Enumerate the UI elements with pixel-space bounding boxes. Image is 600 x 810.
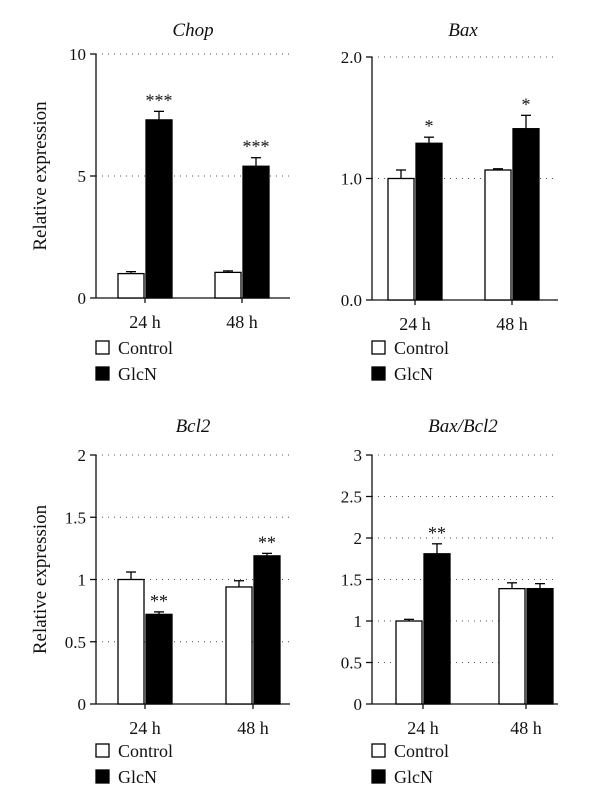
significance-marker: *** — [243, 137, 270, 157]
legend-swatch-control — [95, 743, 110, 758]
legend-swatch-glcn — [95, 769, 110, 784]
x-tick-label: 48 h — [496, 314, 528, 334]
x-tick-label: 24 h — [129, 312, 161, 332]
y-tick-label: 2.0 — [341, 48, 362, 67]
bar-glcn — [423, 553, 451, 705]
chart-title: Bax/Bcl2 — [428, 416, 498, 437]
y-tick-label: 10 — [69, 45, 86, 64]
chart-title: Bax — [448, 20, 478, 41]
y-axis-label: Relative expression — [30, 504, 51, 654]
y-tick-label: 0.5 — [65, 633, 86, 652]
y-tick-label: 1.5 — [65, 508, 86, 527]
chart-panel-1: Bax 0.0 1.0 2.0 * 24 h * 48 h Control GlcN — [341, 20, 558, 384]
legend-label: Control — [394, 338, 449, 358]
x-tick-label: 48 h — [510, 718, 542, 738]
chart-panel-0: Chop Relative expression 0 5 10 *** 24 h *** 48 … — [30, 20, 290, 384]
y-axis-label: Relative expression — [30, 101, 51, 251]
bar-glcn — [242, 165, 270, 299]
y-tick-label: 1 — [354, 612, 363, 631]
y-tick-label: 1.0 — [341, 170, 362, 189]
y-tick-label: 1 — [78, 571, 87, 590]
y-tick-label: 2 — [354, 529, 363, 548]
bar-glcn — [512, 128, 540, 301]
y-tick-label: 2 — [78, 446, 87, 465]
chart-panel-2: Bcl2 Relative expression 0 0.5 1 1.5 2 ** 24 h **… — [30, 416, 290, 787]
bar-control — [498, 587, 526, 705]
significance-marker: * — [425, 116, 434, 136]
y-tick-label: 0 — [78, 289, 87, 308]
legend: Control GlcN — [95, 741, 173, 787]
bar-control — [484, 169, 512, 301]
legend-label: Control — [118, 741, 173, 761]
y-tick-label: 0 — [78, 695, 87, 714]
legend-swatch-glcn — [371, 366, 386, 381]
legend-swatch-control — [371, 743, 386, 758]
legend: Control GlcN — [371, 338, 449, 384]
bar-control — [214, 271, 242, 299]
bar-glcn — [253, 555, 281, 705]
significance-marker: * — [522, 94, 531, 114]
bar-control — [387, 177, 415, 301]
significance-marker: ** — [428, 523, 446, 543]
y-tick-label: 0 — [354, 695, 363, 714]
bar-glcn — [145, 119, 173, 299]
legend-label: GlcN — [394, 767, 433, 787]
legend-swatch-glcn — [95, 366, 110, 381]
bar-control — [117, 272, 145, 299]
bar-control — [225, 586, 253, 705]
x-tick-label: 24 h — [129, 718, 161, 738]
y-tick-label: 0.0 — [341, 291, 362, 310]
legend-label: Control — [118, 338, 173, 358]
bar-control — [395, 620, 423, 705]
bar-glcn — [415, 142, 443, 301]
significance-marker: *** — [146, 90, 173, 110]
legend-label: GlcN — [118, 767, 157, 787]
chart-title: Bcl2 — [176, 416, 211, 437]
bar-glcn — [145, 613, 173, 705]
y-tick-label: 5 — [78, 167, 87, 186]
bar-control — [117, 578, 145, 705]
legend-swatch-control — [371, 340, 386, 355]
y-tick-label: 3 — [354, 446, 363, 465]
legend-label: GlcN — [118, 364, 157, 384]
legend-swatch-control — [95, 340, 110, 355]
chart-panel-3: Bax/Bcl2 0 0.5 1 1.5 2 2.5 3 ** 24 h 48 h Control Gl… — [341, 416, 558, 787]
y-tick-label: 0.5 — [341, 654, 362, 673]
x-tick-label: 48 h — [226, 312, 258, 332]
y-tick-label: 1.5 — [341, 571, 362, 590]
legend-label: Control — [394, 741, 449, 761]
significance-marker: ** — [150, 591, 168, 611]
legend: Control GlcN — [95, 338, 173, 384]
significance-marker: ** — [258, 532, 276, 552]
legend-swatch-glcn — [371, 769, 386, 784]
x-tick-label: 24 h — [399, 314, 431, 334]
legend: Control GlcN — [371, 741, 449, 787]
x-tick-label: 48 h — [237, 718, 269, 738]
x-tick-label: 24 h — [407, 718, 439, 738]
chart-title: Chop — [172, 20, 213, 41]
legend-label: GlcN — [394, 364, 433, 384]
bar-glcn — [526, 587, 554, 705]
y-tick-label: 2.5 — [341, 488, 362, 507]
